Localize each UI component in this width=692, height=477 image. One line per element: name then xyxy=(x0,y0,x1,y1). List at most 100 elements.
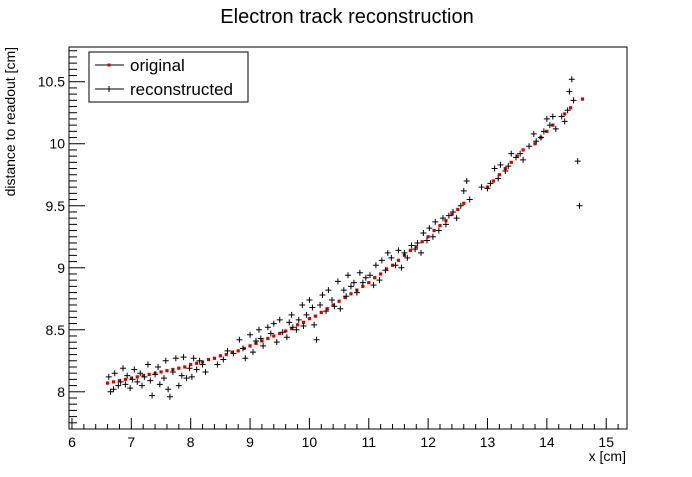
original-point xyxy=(396,258,401,262)
legend-label-reconstructed: reconstructed xyxy=(130,80,233,99)
reconstructed-point xyxy=(561,118,568,125)
reconstructed-point xyxy=(144,361,151,368)
reconstructed-point xyxy=(457,202,464,209)
reconstructed-point xyxy=(230,350,237,357)
reconstructed-point xyxy=(155,363,162,370)
reconstructed-point xyxy=(568,76,575,83)
reconstructed-point xyxy=(317,301,324,308)
reconstructed-point xyxy=(202,368,209,375)
original-point xyxy=(195,361,199,365)
reconstructed-point xyxy=(193,366,200,373)
original-point xyxy=(521,148,525,152)
reconstructed-point xyxy=(236,336,243,343)
original-point xyxy=(491,179,496,183)
reconstructed-point xyxy=(239,345,246,352)
original-point xyxy=(408,248,412,253)
reconstructed-point xyxy=(286,319,293,326)
reconstructed-point xyxy=(288,311,295,318)
original-point xyxy=(497,173,501,177)
reconstructed-point xyxy=(466,196,473,203)
chart-title: Electron track reconstruction xyxy=(220,6,473,28)
reconstructed-point xyxy=(313,336,320,343)
series-original xyxy=(105,97,585,385)
x-tick-labels: 6 7 8 9 10 11 12 13 14 15 xyxy=(68,434,614,450)
original-point xyxy=(349,292,353,296)
reconstructed-point xyxy=(273,339,280,346)
reconstructed-point xyxy=(303,311,310,318)
reconstructed-point xyxy=(359,279,366,286)
reconstructed-point xyxy=(526,143,533,150)
reconstructed-point xyxy=(110,386,117,393)
reconstructed-point xyxy=(426,225,433,232)
original-point xyxy=(272,334,276,338)
reconstructed-point xyxy=(129,376,136,383)
reconstructed-point xyxy=(353,289,360,296)
reconstructed-point xyxy=(186,365,193,372)
reconstructed-point xyxy=(517,150,524,157)
reconstructed-point xyxy=(345,272,351,279)
reconstructed-point xyxy=(412,246,419,253)
original-point xyxy=(183,365,187,369)
reconstructed-point xyxy=(418,249,425,256)
reconstructed-point xyxy=(111,370,118,377)
x-tick-label: 8 xyxy=(187,434,195,450)
reconstructed-point xyxy=(460,187,467,194)
reconstructed-point xyxy=(224,347,231,354)
reconstructed-point xyxy=(214,361,221,368)
reconstructed-point xyxy=(306,297,313,304)
reconstructed-point xyxy=(199,361,206,368)
original-point xyxy=(236,349,240,353)
reconstructed-point xyxy=(404,254,411,261)
reconstructed-point xyxy=(478,184,485,191)
original-point xyxy=(432,228,436,233)
reconstructed-point xyxy=(323,308,330,315)
original-point xyxy=(111,380,116,384)
legend-marker-reconstructed xyxy=(106,86,112,92)
reconstructed-point xyxy=(439,215,446,222)
original-point xyxy=(343,295,347,300)
original-point xyxy=(141,374,145,378)
y-tick-label: 10.5 xyxy=(38,74,65,90)
reconstructed-point xyxy=(463,177,470,184)
original-point xyxy=(123,377,127,381)
original-point xyxy=(266,336,270,341)
original-point xyxy=(384,267,389,271)
reconstructed-point xyxy=(117,378,124,385)
legend-label-original: original xyxy=(130,56,185,75)
reconstructed-point xyxy=(372,262,379,269)
reconstructed-point xyxy=(319,292,326,299)
original-point xyxy=(337,299,341,303)
reconstructed-point xyxy=(497,161,504,168)
original-point xyxy=(414,245,418,249)
original-point xyxy=(319,310,323,315)
reconstructed-point xyxy=(435,227,442,234)
reconstructed-point xyxy=(331,303,338,310)
y-tick-label: 10 xyxy=(49,136,65,152)
original-point xyxy=(284,329,288,333)
reconstructed-point xyxy=(152,371,159,378)
reconstructed-point xyxy=(178,372,185,379)
original-point xyxy=(361,284,365,288)
x-tick-label: 7 xyxy=(127,434,135,450)
reconstructed-point xyxy=(356,269,363,276)
original-point xyxy=(325,307,329,311)
y-tick-label: 9.5 xyxy=(46,198,66,214)
original-point xyxy=(456,207,460,212)
reconstructed-point xyxy=(576,202,583,209)
reconstructed-point xyxy=(340,287,347,294)
reconstructed-point xyxy=(366,272,373,279)
original-point xyxy=(379,272,383,276)
reconstructed-point xyxy=(156,381,163,388)
reconstructed-point xyxy=(242,355,249,362)
reconstructed-point xyxy=(190,355,197,362)
reconstructed-point xyxy=(147,377,154,384)
reconstructed-point xyxy=(450,208,457,215)
original-point xyxy=(135,375,139,379)
x-tick-label: 9 xyxy=(246,434,254,450)
reconstructed-point xyxy=(328,297,335,304)
reconstructed-point xyxy=(162,357,169,364)
original-point xyxy=(159,370,163,374)
reconstructed-point xyxy=(491,165,498,172)
reconstructed-point xyxy=(530,130,537,137)
reconstructed-point xyxy=(512,154,519,161)
